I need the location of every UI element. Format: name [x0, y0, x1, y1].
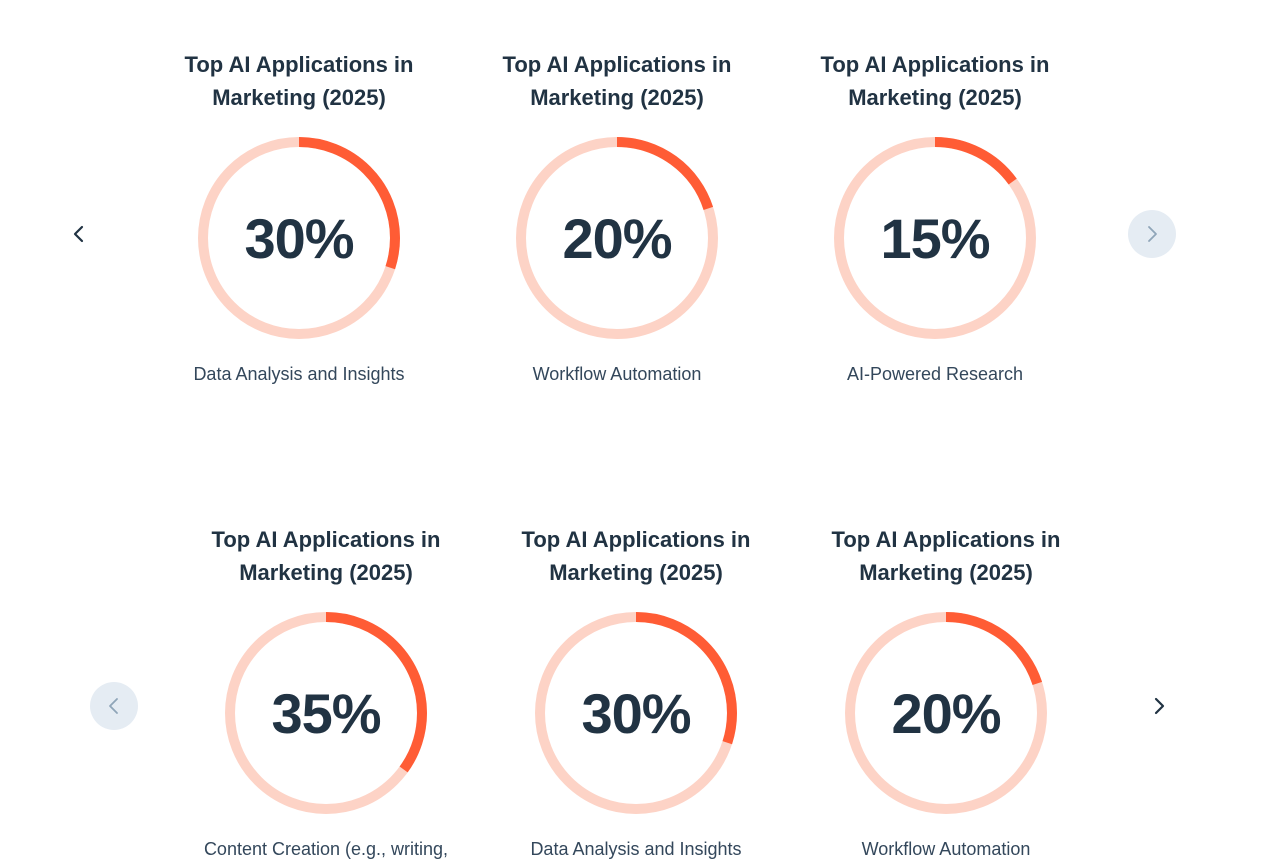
carousel-top-next-button[interactable] — [1128, 210, 1176, 258]
card-label: Data Analysis and Insights — [193, 364, 405, 384]
ring-fill — [198, 137, 400, 339]
progress-ring: 30% — [532, 609, 740, 817]
chevron-right-icon — [1154, 697, 1165, 715]
card-title: Top AI Applications in Marketing (2025) — [211, 527, 441, 585]
percent-value: 30% — [244, 206, 354, 270]
stat-card: Top AI Applications in Marketing (2025) … — [176, 523, 476, 860]
ring-fill — [535, 612, 737, 814]
card-label: Workflow Automation — [532, 364, 702, 384]
ring-fill — [845, 612, 1047, 814]
ring-fill — [834, 137, 1036, 339]
card-label: Workflow Automation — [861, 839, 1031, 859]
stat-card: Top AI Applications in Marketing (2025) … — [796, 523, 1096, 860]
progress-ring: 30% — [195, 134, 403, 342]
progress-ring: 20% — [842, 609, 1050, 817]
chevron-right-icon — [1148, 226, 1157, 242]
percent-value: 35% — [271, 681, 381, 745]
card-title: Top AI Applications in Marketing (2025) — [184, 52, 414, 110]
progress-ring: 35% — [222, 609, 430, 817]
chevron-left-icon — [73, 225, 84, 243]
stat-card: Top AI Applications in Marketing (2025) … — [149, 48, 449, 385]
percent-value: 15% — [880, 206, 990, 270]
progress-ring: 20% — [513, 134, 721, 342]
progress-ring: 15% — [831, 134, 1039, 342]
ring-fill — [225, 612, 427, 814]
carousel-bottom-next-button[interactable] — [1135, 682, 1183, 730]
card-label: Data Analysis and Insights — [530, 839, 742, 859]
stat-card: Top AI Applications in Marketing (2025) … — [486, 523, 786, 860]
percent-value: 20% — [891, 681, 1001, 745]
percent-value: 20% — [562, 206, 672, 270]
ring-fill — [516, 137, 718, 339]
card-label: AI-Powered Research — [846, 364, 1024, 384]
percent-value: 30% — [581, 681, 691, 745]
card-title: Top AI Applications in Marketing (2025) — [831, 527, 1061, 585]
stat-card: Top AI Applications in Marketing (2025) … — [467, 48, 767, 385]
chevron-left-icon — [109, 698, 118, 714]
card-title: Top AI Applications in Marketing (2025) — [502, 52, 732, 110]
carousel-top-prev-button[interactable] — [55, 210, 103, 258]
card-title: Top AI Applications in Marketing (2025) — [521, 527, 751, 585]
carousel-bottom-prev-button[interactable] — [90, 682, 138, 730]
card-title: Top AI Applications in Marketing (2025) — [820, 52, 1050, 110]
stat-card: Top AI Applications in Marketing (2025) … — [785, 48, 1085, 385]
card-label: Content Creation (e.g., writing, — [203, 839, 449, 859]
